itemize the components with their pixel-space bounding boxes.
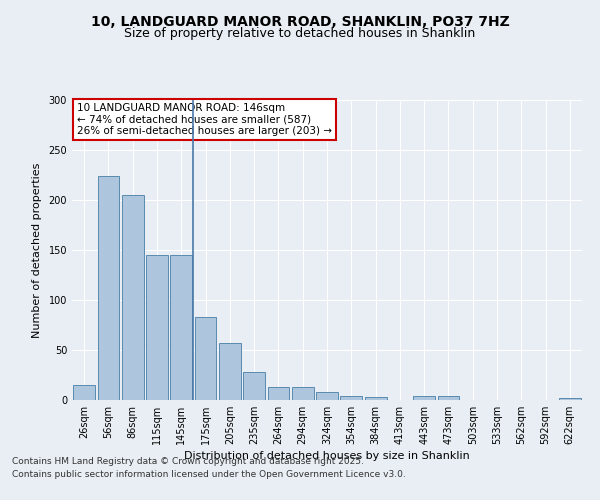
- Bar: [268, 387, 289, 400]
- Bar: [170, 255, 192, 400]
- Bar: [97, 176, 119, 400]
- Bar: [73, 385, 95, 400]
- Text: 10 LANDGUARD MANOR ROAD: 146sqm
← 74% of detached houses are smaller (587)
26% o: 10 LANDGUARD MANOR ROAD: 146sqm ← 74% of…: [77, 103, 332, 136]
- Bar: [219, 343, 241, 400]
- Bar: [146, 255, 168, 400]
- Bar: [413, 396, 435, 400]
- Bar: [194, 317, 217, 400]
- Text: Contains HM Land Registry data © Crown copyright and database right 2025.: Contains HM Land Registry data © Crown c…: [12, 458, 364, 466]
- Bar: [365, 397, 386, 400]
- Y-axis label: Number of detached properties: Number of detached properties: [32, 162, 41, 338]
- Bar: [243, 372, 265, 400]
- Text: 10, LANDGUARD MANOR ROAD, SHANKLIN, PO37 7HZ: 10, LANDGUARD MANOR ROAD, SHANKLIN, PO37…: [91, 15, 509, 29]
- Bar: [292, 387, 314, 400]
- Bar: [340, 396, 362, 400]
- Text: Contains public sector information licensed under the Open Government Licence v3: Contains public sector information licen…: [12, 470, 406, 479]
- Bar: [316, 392, 338, 400]
- Bar: [122, 195, 143, 400]
- Text: Size of property relative to detached houses in Shanklin: Size of property relative to detached ho…: [124, 28, 476, 40]
- X-axis label: Distribution of detached houses by size in Shanklin: Distribution of detached houses by size …: [184, 451, 470, 461]
- Bar: [437, 396, 460, 400]
- Bar: [559, 398, 581, 400]
